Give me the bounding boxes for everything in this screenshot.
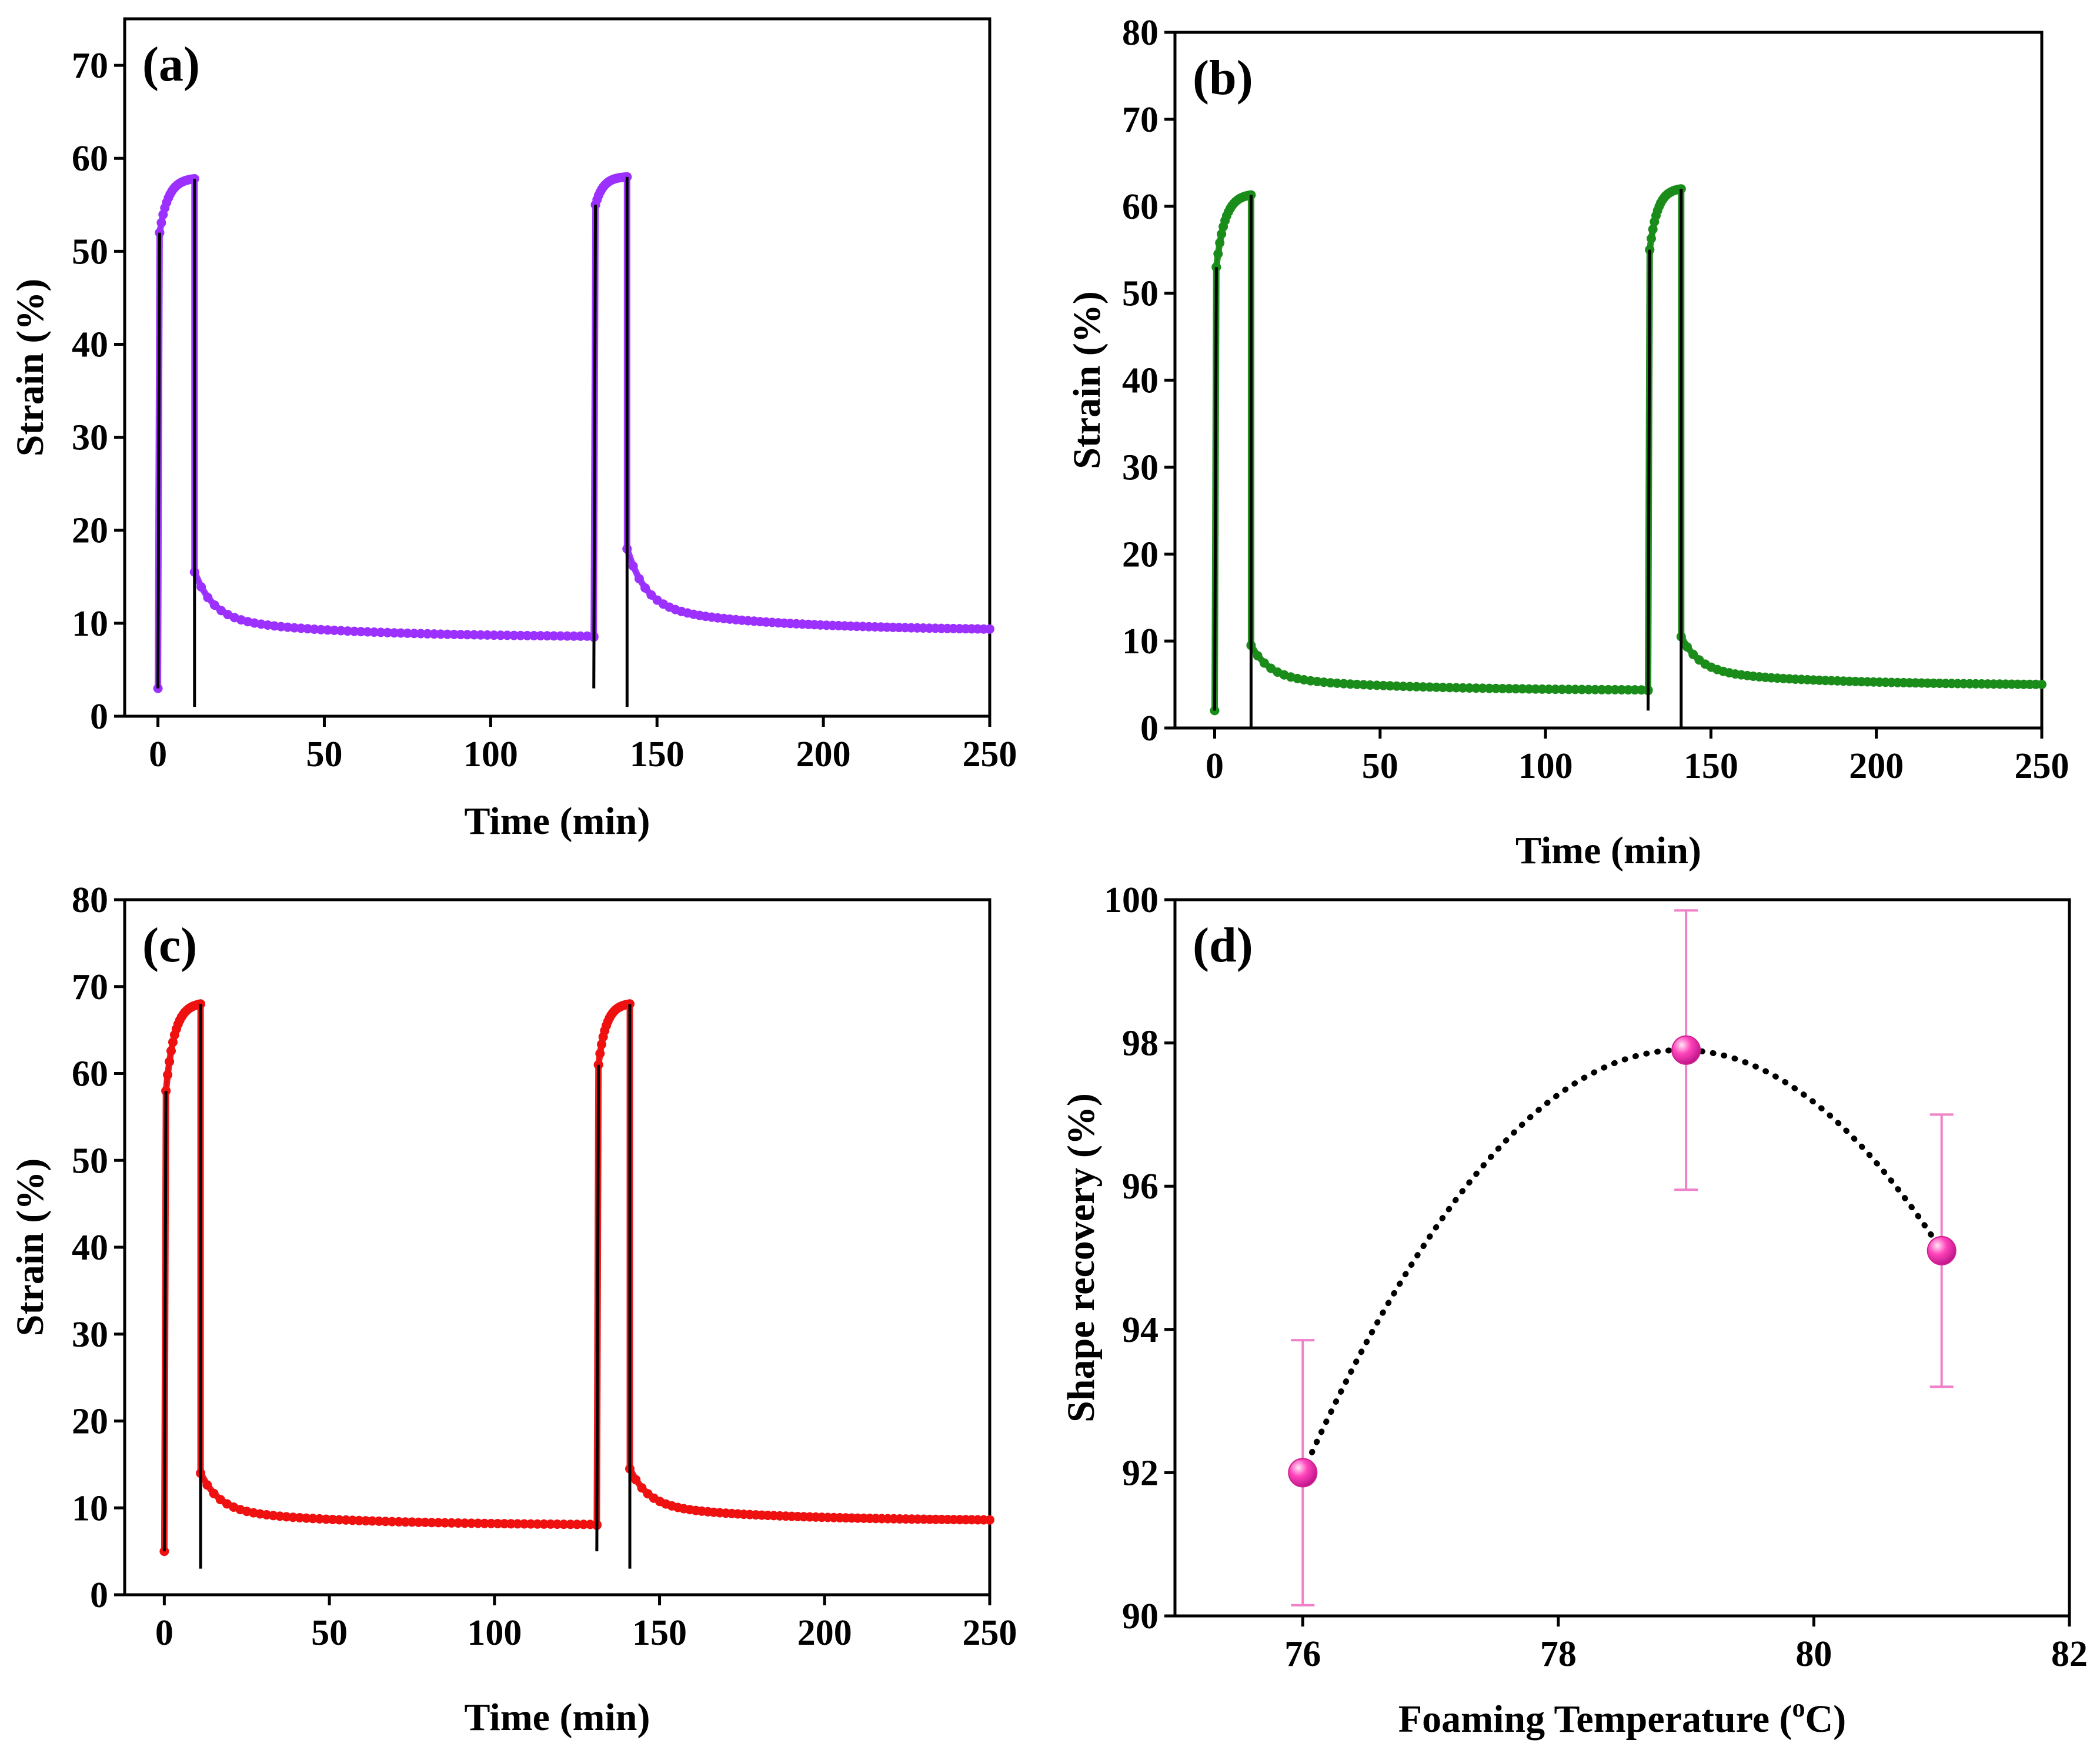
panel-c-label: (c): [142, 918, 197, 973]
panel-b-ytick-label: 30: [1122, 447, 1158, 487]
panel-b-xtick-label: 200: [1849, 746, 1904, 786]
panel-a-ytick-label: 60: [72, 139, 108, 179]
panel-c-ytick-label: 40: [72, 1228, 108, 1268]
panel-a-xtick-label: 200: [796, 734, 851, 774]
panel-c-markers: [159, 999, 994, 1557]
panel-c-ylabel: Strain (%): [9, 1158, 52, 1336]
panel-c-xtick-label: 0: [155, 1613, 173, 1653]
panel-d: 90 92 94 96 98 100 76 78 80 82 Foaming Temperature…: [1060, 880, 2088, 1741]
panel-a-markers: [153, 172, 994, 693]
load-step-line: [1647, 249, 1651, 711]
load-step-line: [595, 1064, 600, 1552]
panel-c: 0 10 20 30 40 50 60 70 80 0 50 100 150 200 250 Time (mi…: [9, 880, 1017, 1739]
panel-b-ytick-label: 70: [1122, 100, 1158, 140]
panel-a-ytick-label: 40: [72, 325, 108, 365]
panel-b-ytick-label: 80: [1122, 13, 1158, 53]
panel-d-ylabel: Shape recovery (%): [1060, 1093, 1103, 1422]
panel-b-ytick-label: 60: [1122, 187, 1158, 227]
panel-d-label: (d): [1193, 918, 1253, 973]
data-point: [1927, 1235, 1957, 1265]
panel-b-plot-frame: [1173, 31, 2044, 730]
panel-d-ytick-label: 90: [1122, 1597, 1158, 1637]
panel-d-xtick-label: 80: [1795, 1634, 1832, 1674]
panel-b-xtick-label: 100: [1518, 746, 1573, 786]
panel-b-ytick-label: 10: [1122, 622, 1158, 662]
panel-b: 0 10 20 30 40 50 60 70 80 0 50 100 150 200 250 Time (mi…: [1066, 13, 2069, 872]
panel-d-ytick-label: 94: [1122, 1310, 1158, 1350]
panel-a-strain-trace: [155, 173, 993, 692]
panel-b-ytick-label: 50: [1122, 274, 1158, 314]
panel-a-ytick-label: 10: [72, 604, 108, 644]
panel-a-ytick-label: 30: [72, 418, 108, 458]
panel-d-xlabel: Foaming Temperature (oC): [1398, 1694, 1846, 1741]
panel-a-xtick-label: 100: [463, 734, 518, 774]
panel-d-ytick-label: 92: [1122, 1453, 1158, 1493]
panel-d-fit-curve: [1300, 1047, 1945, 1476]
panel-a-xtick-label: 50: [306, 734, 342, 774]
panel-d-ytick-label: 98: [1122, 1024, 1158, 1064]
panel-a-strain-line: [156, 175, 990, 689]
panel-a-xlabel: Time (min): [465, 800, 650, 843]
panel-c-xtick-label: 150: [632, 1613, 687, 1653]
panel-a-xtick-label: 250: [963, 734, 1017, 774]
panel-b-xtick-label: 0: [1206, 746, 1224, 786]
panel-d-ytick-label: 100: [1104, 880, 1158, 920]
panel-a-ytick-label: 0: [90, 697, 108, 737]
load-step-line: [1213, 267, 1218, 711]
xlabel-main: Foaming Temperature (: [1398, 1698, 1792, 1741]
panel-c-strain-line: [162, 1002, 990, 1552]
panel-a-ylabel: Strain (%): [9, 279, 52, 456]
panel-c-ytick-label: 80: [72, 880, 108, 920]
panel-d-xtick-label: 78: [1540, 1634, 1577, 1674]
panel-c-xtick-label: 100: [467, 1613, 522, 1653]
panel-b-ytick-label: 40: [1122, 361, 1158, 401]
panel-c-xtick-label: 200: [797, 1613, 852, 1653]
panel-b-ytick-label: 20: [1122, 535, 1158, 575]
panel-c-ytick-label: 20: [72, 1402, 108, 1442]
panel-a-ytick-label: 20: [72, 511, 108, 551]
panel-d-plot-frame: [1173, 898, 2071, 1618]
panel-c-ytick-label: 30: [72, 1315, 108, 1355]
panel-c-ytick-label: 50: [72, 1141, 108, 1181]
panel-b-markers: [1210, 184, 2046, 716]
panel-a-ytick-label: 50: [72, 232, 108, 272]
panel-c-xlabel: Time (min): [465, 1696, 650, 1739]
panel-c-ytick-label: 60: [72, 1054, 108, 1094]
load-step-line: [156, 232, 161, 689]
panel-a-xtick-label: 0: [149, 734, 167, 774]
panel-a-plot-frame: [123, 17, 991, 718]
load-step-line: [592, 205, 597, 689]
panel-c-ytick-label: 0: [90, 1575, 108, 1615]
panel-b-ytick-label: 0: [1140, 709, 1158, 749]
panel-d-xtick-label: 82: [2051, 1634, 2088, 1674]
panel-c-xtick-label: 250: [963, 1613, 1017, 1653]
data-point: [1671, 1035, 1701, 1065]
panel-b-xtick-label: 150: [1684, 746, 1738, 786]
panel-d-ytick-label: 96: [1122, 1167, 1158, 1207]
panel-c-ytick-label: 10: [72, 1488, 108, 1528]
xlabel-degree: o: [1792, 1694, 1805, 1722]
panel-b-xtick-label: 250: [2015, 746, 2069, 786]
panel-b-ylabel: Strain (%): [1066, 291, 1109, 469]
panel-c-strain-trace: [161, 1000, 993, 1555]
panel-b-xtick-label: 50: [1362, 746, 1398, 786]
panel-b-xlabel: Time (min): [1515, 829, 1701, 872]
panel-a-xtick-label: 150: [630, 734, 685, 774]
panel-c-ytick-label: 70: [72, 967, 108, 1007]
panel-d-xtick-label: 76: [1284, 1634, 1321, 1674]
xlabel-unit: C): [1805, 1698, 1847, 1741]
panel-a-label: (a): [142, 37, 200, 92]
panel-a-ytick-label: 70: [72, 46, 108, 86]
panel-c-xtick-label: 50: [311, 1613, 348, 1653]
data-point: [1288, 1458, 1318, 1488]
panel-b-strain-trace: [1211, 185, 2045, 714]
panel-b-strain-line: [1213, 187, 2042, 711]
load-step-line: [162, 1091, 168, 1552]
panel-c-plot-frame: [123, 898, 991, 1597]
panel-a: 0 10 20 30 40 50 60 70 0 50 100 150 200 250 Time (min)…: [9, 17, 1017, 843]
panel-b-label: (b): [1193, 51, 1253, 105]
